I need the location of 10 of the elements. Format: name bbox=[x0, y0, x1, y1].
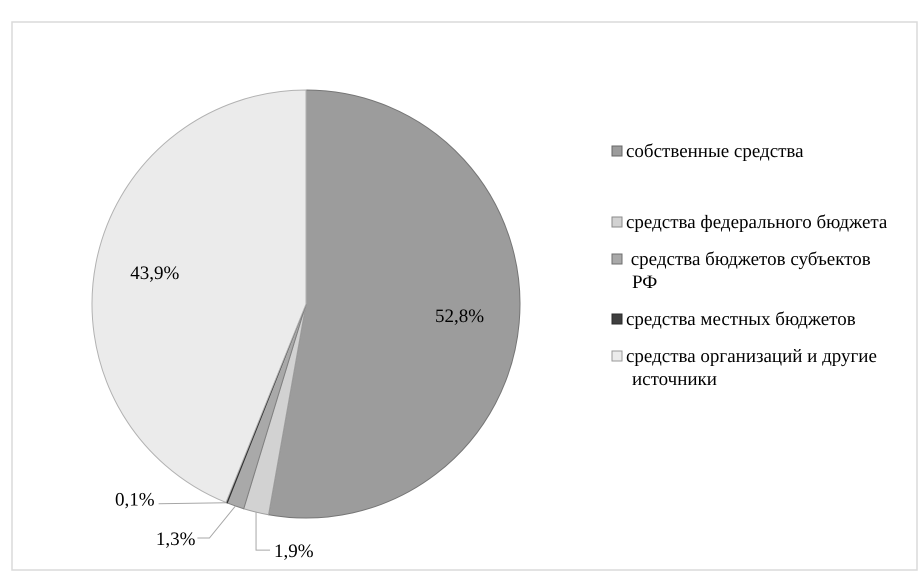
data-label: 1,9% bbox=[274, 541, 314, 562]
legend-label: средства организаций и другие источники bbox=[626, 346, 877, 390]
legend-label: средства федерального бюджета bbox=[626, 212, 888, 233]
data-label: 43,9% bbox=[130, 263, 180, 284]
data-label: 52,8% bbox=[434, 306, 484, 327]
data-label: 0,1% bbox=[115, 490, 155, 511]
legend-label: собственные средства bbox=[626, 141, 804, 162]
legend-label: средства бюджетов субъектов РФ bbox=[626, 249, 871, 293]
data-label: 1,3% bbox=[156, 529, 196, 550]
legend-label: средства местных бюджетов bbox=[626, 309, 856, 330]
